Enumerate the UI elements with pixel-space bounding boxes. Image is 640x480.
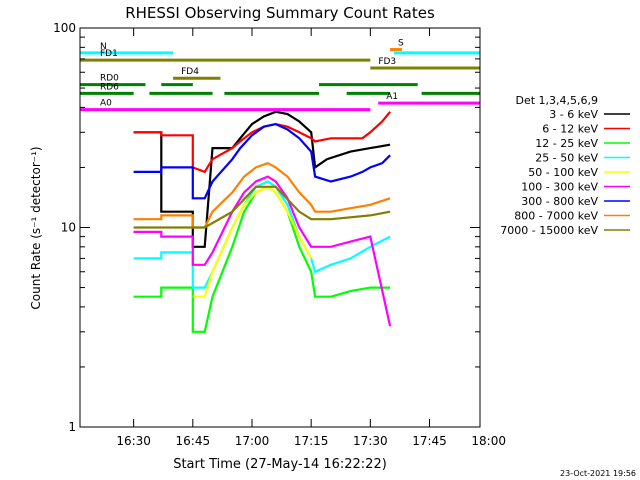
legend-title: Det 1,3,4,5,6,9 bbox=[515, 94, 598, 107]
x-tick-label-4: 17:30 bbox=[353, 434, 388, 448]
x-tick-label-1: 16:45 bbox=[176, 434, 211, 448]
y-axis-label: Count Rate (s⁻¹ detector⁻¹) bbox=[29, 146, 43, 309]
x-axis-label: Start Time (27-May-14 16:22:22) bbox=[173, 457, 387, 472]
flag-label-4: FD4 bbox=[181, 67, 199, 77]
series-line-4 bbox=[192, 185, 313, 298]
flag-label-0: N bbox=[100, 42, 107, 52]
flag-label-2: FD1 bbox=[100, 49, 118, 59]
legend-label-0: 3 - 6 keV bbox=[549, 108, 598, 121]
x-tick-label-2: 17:00 bbox=[235, 434, 270, 448]
x-tick-label-5: 17:45 bbox=[412, 434, 447, 448]
series-line-8 bbox=[133, 185, 391, 229]
flag-label-7: A0 bbox=[100, 99, 112, 109]
flag-label-3: FD3 bbox=[378, 57, 396, 67]
plot-axes: 16:30 16:45 17:00 17:15 17:30 17:45 18:00 1 10 10… bbox=[53, 21, 506, 448]
flag-label-5: RD0 bbox=[100, 74, 119, 84]
flag-label-8: A1 bbox=[386, 92, 398, 102]
legend-label-8: 7000 - 15000 keV bbox=[500, 224, 598, 237]
legend-label-3: 25 - 50 keV bbox=[535, 152, 598, 165]
legend-label-6: 300 - 800 keV bbox=[521, 195, 598, 208]
series-line-1 bbox=[133, 111, 391, 174]
legend-label-1: 6 - 12 keV bbox=[542, 123, 598, 136]
flag-label-6: RD6 bbox=[100, 82, 119, 92]
legend-label-7: 800 - 7000 keV bbox=[514, 210, 598, 223]
timestamp: 23-Oct-2021 19:56 bbox=[560, 469, 636, 478]
series-line-7 bbox=[133, 162, 391, 229]
series-line-5 bbox=[133, 175, 392, 327]
y-tick-label-0: 1 bbox=[68, 420, 76, 434]
legend-label-2: 12 - 25 keV bbox=[535, 137, 598, 150]
series-line-3 bbox=[133, 180, 391, 289]
x-tick-label-6: 18:00 bbox=[471, 434, 506, 448]
legend-label-4: 50 - 100 keV bbox=[528, 166, 598, 179]
series-line-6 bbox=[133, 122, 391, 200]
x-tick-label-0: 16:30 bbox=[116, 434, 151, 448]
x-tick-label-3: 17:15 bbox=[294, 434, 329, 448]
chart-title: RHESSI Observing Summary Count Rates bbox=[125, 4, 435, 22]
legend-label-5: 100 - 300 keV bbox=[521, 181, 598, 194]
y-tick-label-1: 10 bbox=[61, 221, 76, 235]
flag-label-1: S bbox=[398, 39, 404, 49]
y-tick-label-2: 100 bbox=[53, 21, 76, 35]
